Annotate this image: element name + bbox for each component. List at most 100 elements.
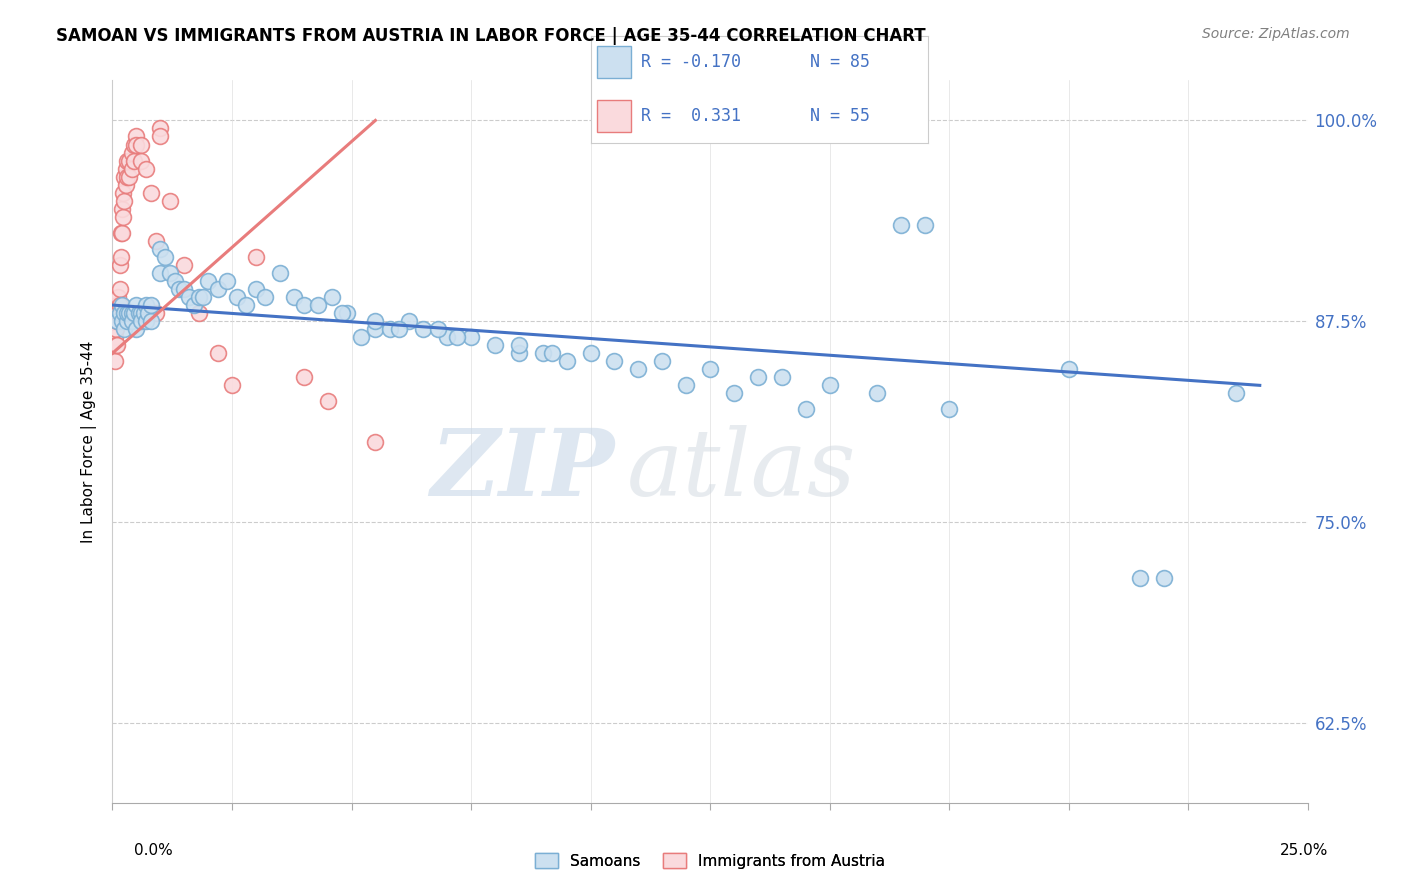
Point (115, 314, 138, 328)
Point (121, 161, 143, 176)
Point (115, 161, 138, 176)
Point (378, 322, 401, 336)
Point (651, 354, 673, 368)
Point (350, 330, 373, 344)
Point (114, 169, 135, 184)
Text: N = 85: N = 85 (810, 54, 870, 71)
Point (115, 178, 138, 192)
Point (104, 322, 127, 336)
Point (129, 306, 152, 320)
Point (125, 137, 148, 152)
Point (426, 322, 449, 336)
Point (675, 378, 697, 392)
Point (153, 250, 176, 264)
Point (169, 282, 191, 296)
Point (118, 169, 141, 184)
Text: Source: ZipAtlas.com: Source: ZipAtlas.com (1202, 27, 1350, 41)
Point (135, 298, 157, 312)
Point (207, 346, 229, 360)
Text: 0.0%: 0.0% (134, 843, 173, 858)
Point (364, 322, 387, 336)
Point (139, 298, 162, 312)
Point (770, 370, 793, 384)
Text: atlas: atlas (627, 425, 856, 516)
Point (139, 186, 162, 200)
FancyBboxPatch shape (598, 100, 631, 132)
Point (269, 266, 291, 280)
Point (747, 370, 769, 384)
Point (183, 298, 205, 312)
Point (173, 258, 195, 272)
Point (187, 290, 209, 304)
Point (111, 226, 134, 240)
Point (121, 306, 143, 320)
Point (125, 298, 148, 312)
Point (128, 306, 150, 320)
Point (292, 370, 315, 384)
Point (221, 378, 243, 392)
Point (105, 338, 128, 352)
Point (129, 153, 152, 168)
Point (398, 314, 420, 328)
Point (111, 202, 134, 216)
Point (603, 354, 626, 368)
Point (139, 314, 162, 328)
Point (110, 250, 132, 264)
Point (321, 290, 343, 304)
Text: 25.0%: 25.0% (1281, 843, 1329, 858)
Point (105, 322, 128, 336)
Point (149, 121, 172, 136)
Point (364, 434, 387, 449)
Point (446, 330, 468, 344)
Point (135, 314, 157, 328)
Point (541, 346, 564, 360)
Point (149, 129, 172, 144)
Text: SAMOAN VS IMMIGRANTS FROM AUSTRIA IN LABOR FORCE | AGE 35-44 CORRELATION CHART: SAMOAN VS IMMIGRANTS FROM AUSTRIA IN LAB… (56, 27, 927, 45)
Point (114, 322, 135, 336)
Point (235, 298, 257, 312)
Point (122, 137, 145, 152)
Point (135, 161, 157, 176)
Point (125, 322, 148, 336)
Text: ZIP: ZIP (430, 425, 614, 516)
Point (118, 153, 141, 168)
Point (245, 282, 267, 296)
Point (129, 306, 152, 320)
Point (138, 306, 160, 320)
Point (818, 378, 841, 392)
Point (104, 314, 127, 328)
Point (217, 274, 239, 288)
Point (111, 298, 134, 312)
Text: N = 55: N = 55 (810, 107, 870, 125)
Point (107, 306, 129, 320)
Point (283, 290, 305, 304)
Point (1153, 571, 1175, 585)
Point (121, 306, 143, 320)
Point (292, 298, 315, 312)
Point (118, 306, 141, 320)
Point (307, 298, 329, 312)
Point (197, 274, 219, 288)
Text: R = -0.170: R = -0.170 (641, 54, 741, 71)
Point (254, 290, 277, 304)
Point (145, 306, 167, 320)
Point (114, 194, 135, 208)
Point (1057, 362, 1080, 376)
Point (105, 338, 128, 352)
Point (699, 362, 721, 376)
Point (336, 306, 359, 320)
Point (105, 298, 128, 312)
Point (330, 306, 353, 320)
Point (436, 330, 458, 344)
Point (122, 153, 145, 168)
Point (627, 362, 650, 376)
Point (316, 394, 339, 409)
Point (193, 290, 215, 304)
Point (177, 290, 200, 304)
Point (107, 290, 129, 304)
Point (890, 218, 912, 232)
Point (108, 282, 131, 296)
Text: R =  0.331: R = 0.331 (641, 107, 741, 125)
Point (129, 314, 152, 328)
Point (388, 322, 411, 336)
